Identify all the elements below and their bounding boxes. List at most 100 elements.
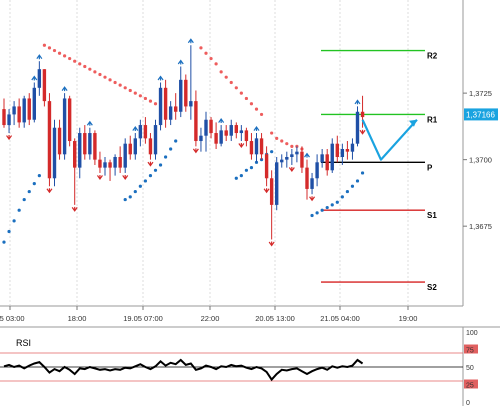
sar-dot-bear: [143, 96, 147, 101]
sar-dot-bull: [22, 197, 26, 202]
sar-dot-bear: [108, 78, 112, 82]
candle-bear: [264, 154, 269, 179]
sar-dot-bear: [249, 102, 254, 106]
time-tick-label: 19:00: [399, 314, 418, 323]
candle-bull: [355, 111, 360, 144]
sar-dot-bull: [234, 176, 238, 180]
candle-bear: [224, 130, 228, 136]
candle-bull: [295, 151, 299, 155]
sar-dot-bear: [103, 75, 107, 79]
arrow-down-icon: [6, 135, 13, 141]
rsi-tick-label: 50: [466, 365, 474, 372]
signal-arrows-layer: [6, 38, 366, 247]
forecast-path: [361, 119, 418, 161]
arrow-down-icon: [288, 166, 295, 173]
candle-bear: [83, 133, 87, 155]
candle-bull: [88, 133, 92, 155]
arrow-down-icon: [96, 174, 103, 180]
arrow-down-icon: [309, 196, 316, 202]
candle-bear: [325, 154, 329, 171]
candle-bear: [128, 143, 132, 155]
sar-dot-bull: [355, 179, 360, 183]
sar-dot-bull: [158, 163, 163, 167]
sar-dot-bear: [123, 86, 127, 90]
arrow-up-icon: [36, 54, 43, 60]
current-price-text: 1,37166: [466, 110, 495, 119]
arrow-up-icon: [157, 75, 164, 81]
sar-dot-bull: [244, 168, 248, 172]
candle-bull: [204, 119, 208, 136]
candle-bull: [254, 138, 259, 155]
candle-bull: [22, 98, 26, 123]
candle-bear: [17, 106, 21, 123]
sar-dot-bear: [118, 83, 122, 87]
sar-dot-bear: [219, 70, 223, 74]
candle-bear: [98, 159, 102, 168]
rsi-tick-label: 0: [466, 400, 470, 406]
sar-dot-bull: [340, 195, 344, 199]
rsi-tick-label: 100: [466, 330, 478, 337]
sar-dot-bull: [148, 174, 153, 178]
candle-bull: [310, 178, 314, 189]
rsi-layer: 100 75 50 25 0: [0, 330, 478, 407]
arrow-up-icon: [61, 86, 68, 92]
sar-dot-bull: [360, 171, 365, 175]
sar-dot-bear: [128, 88, 132, 93]
time-tick-label: 05 03:00: [0, 314, 25, 323]
rsi-title: RSI: [16, 338, 31, 348]
sar-dot-bear: [209, 56, 213, 61]
sar-dot-bear: [229, 80, 233, 85]
rsi-tick-label: 75: [466, 348, 474, 355]
candle-bull: [320, 154, 324, 163]
candle-bear: [345, 149, 350, 152]
candle-bull: [133, 138, 137, 155]
time-tick-label: 18:00: [68, 314, 87, 323]
candle-bull: [275, 162, 279, 205]
arrow-down-icon: [359, 129, 366, 135]
arrow-down-icon: [147, 161, 154, 167]
arrow-up-icon: [304, 152, 310, 158]
candle-bull: [37, 69, 42, 88]
candle-bull: [340, 149, 345, 157]
sar-dot-bear: [199, 46, 203, 50]
arrow-down-icon: [122, 174, 129, 180]
candle-bear: [184, 79, 188, 107]
sar-dot-bear: [290, 144, 294, 148]
candle-bull: [229, 125, 233, 136]
pivot-label-r2: R2: [427, 52, 438, 61]
pivot-label-s2: S2: [427, 283, 437, 292]
candle-bear: [67, 98, 72, 142]
candle-bear: [209, 119, 213, 134]
sar-dot-bull: [335, 200, 339, 204]
price-tick-label: 1,3700: [469, 156, 492, 165]
sar-dot-bear: [88, 67, 92, 71]
candle-bull: [123, 143, 127, 168]
candle-bull: [52, 127, 57, 179]
candle-bull: [78, 133, 82, 168]
sar-dot-bull: [174, 139, 178, 143]
arrow-down-icon: [46, 188, 53, 194]
sar-dot-bull: [17, 208, 21, 212]
sar-dot-bull: [37, 174, 41, 178]
sar-dot-bull: [315, 211, 319, 215]
current-price-badge: 1,37166: [464, 108, 498, 121]
candle-bear: [300, 151, 304, 168]
candle-bear: [249, 141, 254, 155]
sar-dot-bull: [164, 155, 168, 159]
candle-bull: [138, 125, 143, 139]
candle-bull: [219, 130, 223, 144]
candle-bear: [118, 156, 122, 168]
pivot-label-p: P: [427, 163, 433, 172]
candle-bear: [305, 167, 309, 189]
candle-bull: [239, 130, 244, 134]
time-tick-label: 19.05 07:00: [123, 314, 163, 323]
sar-dot-bear: [280, 139, 284, 143]
candle-bull: [12, 106, 16, 115]
arrow-down-icon: [268, 241, 275, 247]
time-tick-label: 21.05 04:00: [320, 314, 360, 323]
sar-dot-bear: [93, 70, 97, 74]
sar-dot-bear: [73, 59, 77, 63]
candle-bull: [103, 162, 107, 168]
